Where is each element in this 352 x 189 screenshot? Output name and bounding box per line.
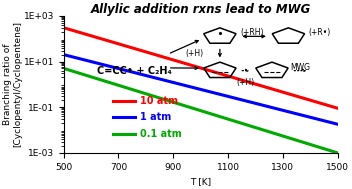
Text: 0.1 atm: 0.1 atm: [140, 129, 182, 139]
Text: MWG: MWG: [291, 63, 310, 72]
Text: 10 atm: 10 atm: [140, 96, 178, 106]
Text: (+R•): (+R•): [309, 28, 331, 37]
Text: (+H): (+H): [185, 49, 203, 58]
Text: C=CC• + C₂H₄: C=CC• + C₂H₄: [96, 66, 171, 76]
Text: (+H): (+H): [237, 78, 255, 87]
Text: (+RH): (+RH): [240, 28, 264, 37]
Y-axis label: Branching ratio of
[Cyclopentyl/Cyclopentene]: Branching ratio of [Cyclopentyl/Cyclopen…: [3, 21, 22, 147]
X-axis label: T [K]: T [K]: [190, 177, 211, 186]
Text: 1 atm: 1 atm: [140, 112, 172, 122]
Title: Allylic addition rxns lead to MWG: Allylic addition rxns lead to MWG: [90, 3, 311, 16]
